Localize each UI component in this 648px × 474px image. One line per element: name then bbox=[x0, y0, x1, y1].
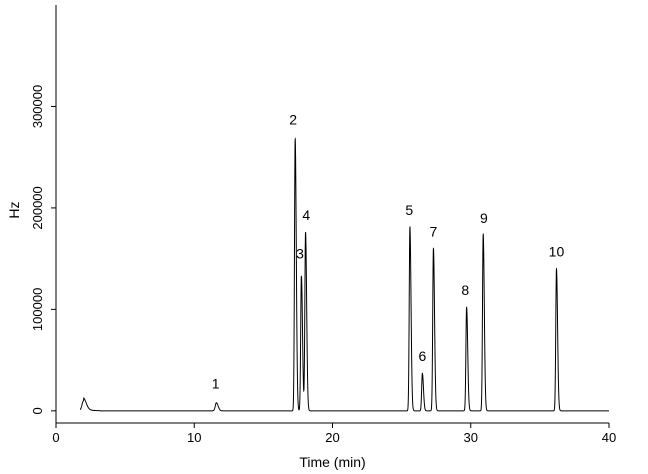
peak-label: 4 bbox=[302, 207, 310, 223]
peak-labels: 1 2 3 4 5 6 7 8 9 10 bbox=[212, 112, 565, 392]
peak-label: 2 bbox=[289, 112, 297, 128]
peak-label: 1 bbox=[212, 376, 220, 392]
peak-label: 10 bbox=[549, 244, 565, 260]
peak-label: 7 bbox=[430, 223, 438, 239]
peak-label: 5 bbox=[405, 202, 413, 218]
x-tick-label: 0 bbox=[52, 430, 59, 445]
ticks: 0 10 20 30 40 0 100000 200000 300000 bbox=[30, 85, 616, 445]
y-tick-label: 0 bbox=[30, 407, 45, 414]
series-line bbox=[79, 137, 609, 412]
y-tick-label: 300000 bbox=[30, 85, 45, 128]
peak-label: 9 bbox=[480, 210, 488, 226]
peak-label: 6 bbox=[418, 348, 426, 364]
y-tick-label: 200000 bbox=[30, 186, 45, 229]
x-tick-label: 20 bbox=[325, 430, 339, 445]
peak-label: 8 bbox=[461, 282, 469, 298]
peak-label: 3 bbox=[296, 246, 304, 262]
x-tick-label: 30 bbox=[464, 430, 478, 445]
x-tick-label: 40 bbox=[602, 430, 616, 445]
x-tick-label: 10 bbox=[187, 430, 201, 445]
axes bbox=[55, 5, 609, 424]
x-axis-title: Time (min) bbox=[299, 454, 365, 470]
y-axis-title: Hz bbox=[6, 201, 22, 218]
y-tick-label: 100000 bbox=[30, 288, 45, 331]
